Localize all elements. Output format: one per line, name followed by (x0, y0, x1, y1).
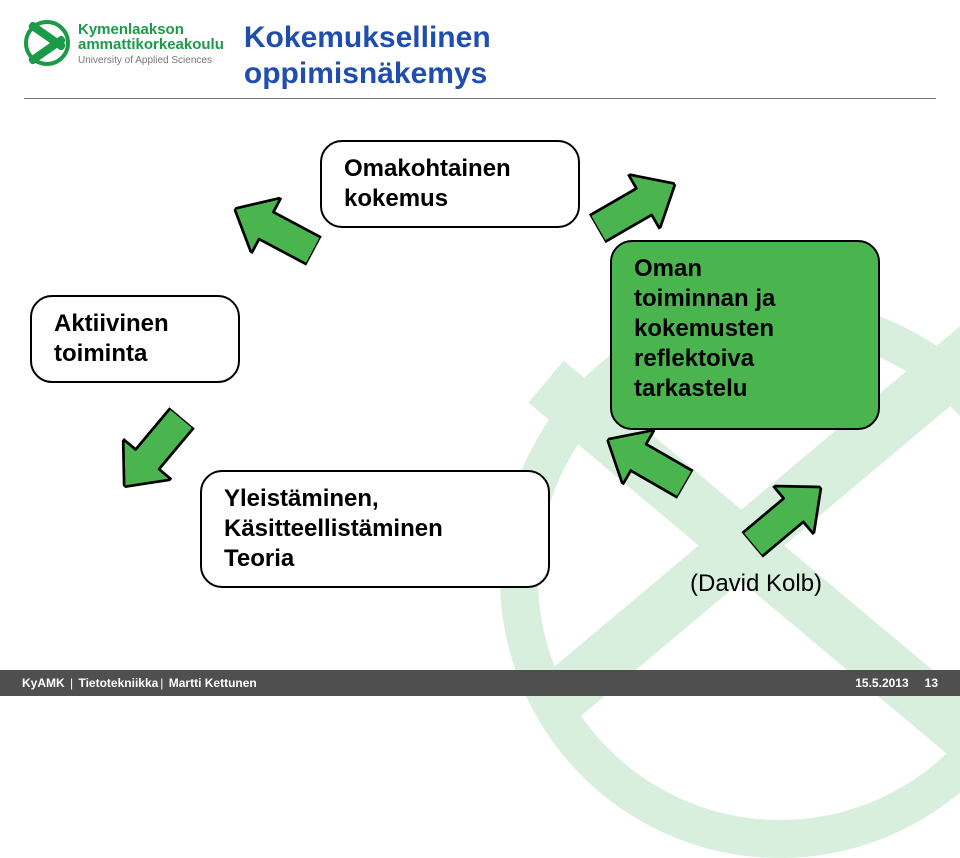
footer-dept: Tietotekniikka (78, 676, 158, 690)
node-text-line: Aktiivinen (54, 309, 216, 339)
footer-left: KyAMK | Tietotekniikka| Martti Kettunen (22, 676, 257, 690)
slide-title: Kokemuksellinen oppimisnäkemys (244, 20, 491, 92)
logo-line2: ammattikorkeakoulu (78, 36, 224, 53)
node-text-line: Omakohtainen (344, 154, 556, 184)
node-top: Omakohtainenkokemus (320, 140, 580, 228)
arrow-a-out (729, 459, 842, 569)
slide-footer: KyAMK | Tietotekniikka| Martti Kettunen … (0, 670, 960, 696)
node-text-line: Teoria (224, 544, 526, 574)
attribution: (David Kolb) (690, 570, 822, 598)
footer-org: KyAMK (22, 676, 65, 690)
header-divider (24, 98, 936, 99)
arrow-a-bot-left (100, 398, 210, 511)
footer-right: 15.5.2013 13 (855, 676, 938, 690)
title-line1: Kokemuksellinen (244, 20, 491, 56)
footer-date: 15.5.2013 (855, 676, 908, 690)
node-text-line: toiminta (54, 339, 216, 369)
node-text-line: Käsitteellistäminen (224, 514, 526, 544)
node-left: Aktiivinentoiminta (30, 295, 240, 383)
node-text-line: kokemus (344, 184, 556, 214)
node-text-line: tarkastelu (634, 374, 856, 404)
node-right: Omantoiminnan jakokemustenreflektoivatar… (610, 240, 880, 430)
node-bottom: Yleistäminen,KäsitteellistäminenTeoria (200, 470, 550, 588)
logo-text: Kymenlaakson ammattikorkeakoulu Universi… (78, 21, 224, 66)
footer-page: 13 (925, 676, 938, 690)
node-text-line: reflektoiva (634, 344, 856, 374)
logo-icon (24, 20, 70, 66)
node-text-line: kokemusten (634, 314, 856, 344)
node-text-line: Oman (634, 254, 856, 284)
node-text-line: Yleistäminen, (224, 484, 526, 514)
slide-header: Kymenlaakson ammattikorkeakoulu Universi… (24, 20, 936, 92)
node-text-line: toiminnan ja (634, 284, 856, 314)
title-line2: oppimisnäkemys (244, 56, 491, 92)
footer-author: Martti Kettunen (169, 676, 257, 690)
kolb-cycle-diagram: Omakohtainenkokemus Aktiivinentoiminta Oma… (0, 110, 960, 640)
logo: Kymenlaakson ammattikorkeakoulu Universi… (24, 20, 224, 66)
logo-line3: University of Applied Sciences (78, 55, 224, 66)
arrow-a-left-top (217, 181, 328, 283)
